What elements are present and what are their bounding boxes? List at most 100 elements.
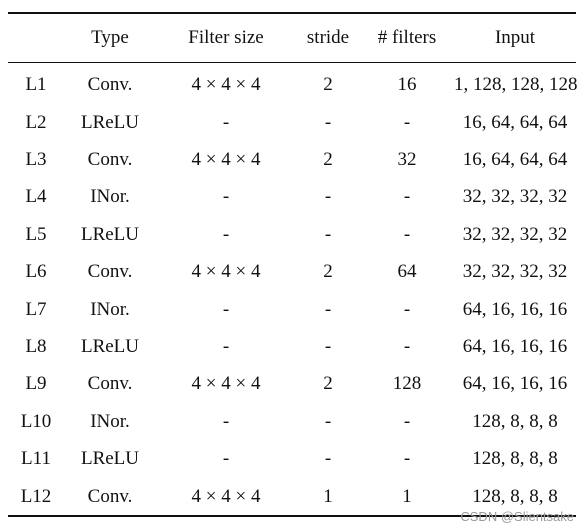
cell-filter-size: 4 × 4 × 4 [191,74,261,96]
table-row: L10 INor. - - - 128, 8, 8, 8 [8,403,576,440]
cell-stride: - [324,410,332,432]
cell-filter-size: 4 × 4 × 4 [191,485,261,507]
cell-num-filters: - [403,186,411,208]
watermark: CSDN @Slientsake [460,509,574,524]
layer-table: Type Filter size stride # filters Input … [8,12,578,517]
cell-filter-size: - [222,410,230,432]
cell-stride: - [324,336,332,358]
cell-stride: - [324,186,332,208]
cell-num-filters: - [403,223,411,245]
cell-type: Conv. [87,485,133,507]
cell-layer: L5 [25,223,47,245]
table-row: L12 Conv. 4 × 4 × 4 1 1 128, 8, 8, 8 [8,478,576,515]
cell-filter-size: - [222,298,230,320]
cell-type: Conv. [87,373,133,395]
cell-input: 64, 16, 16, 16 [462,336,568,358]
table-bottom-rule [8,515,576,517]
table-row: L9 Conv. 4 × 4 × 4 2 128 64, 16, 16, 16 [8,366,576,403]
cell-input: 64, 16, 16, 16 [462,298,568,320]
cell-stride: - [324,448,332,470]
cell-type: LReLU [80,448,140,470]
layer-table-body: L1 Conv. 4 × 4 × 4 2 16 1, 128, 128, 128 L2 LRe… [8,63,578,516]
cell-num-filters: 128 [392,373,422,395]
cell-layer: L8 [25,336,47,358]
table-row: L7 INor. - - - 64, 16, 16, 16 [8,291,576,328]
cell-filter-size: - [222,336,230,358]
header-input: Input [494,26,536,48]
cell-input: 1, 128, 128, 128 [454,74,578,96]
cell-num-filters: - [403,336,411,358]
cell-layer: L6 [25,261,47,283]
cell-num-filters: 64 [397,261,417,283]
cell-stride: 2 [323,261,333,283]
cell-layer: L4 [25,186,47,208]
header-stride: stride [306,26,350,48]
header-type: Type [91,26,129,48]
cell-input: 32, 32, 32, 32 [462,261,568,283]
header-filter-size: Filter size [188,26,264,48]
table-row: L5 LReLU - - - 32, 32, 32, 32 [8,216,576,253]
table-top-rule [8,12,576,14]
cell-type: LReLU [80,223,140,245]
cell-layer: L7 [25,298,47,320]
cell-filter-size: - [222,448,230,470]
table-row: L3 Conv. 4 × 4 × 4 2 32 16, 64, 64, 64 [8,141,576,178]
cell-stride: 2 [323,149,333,171]
cell-input: 16, 64, 64, 64 [462,149,568,171]
cell-type: INor. [90,186,130,208]
cell-filter-size: - [222,111,230,133]
cell-input: 128, 8, 8, 8 [472,410,558,432]
table-row: L11 LReLU - - - 128, 8, 8, 8 [8,441,576,478]
cell-num-filters: 32 [397,149,417,171]
cell-filter-size: - [222,186,230,208]
cell-input: 64, 16, 16, 16 [462,373,568,395]
cell-input: 32, 32, 32, 32 [462,223,568,245]
cell-stride: - [324,298,332,320]
cell-type: Conv. [87,149,133,171]
table-row: L2 LReLU - - - 16, 64, 64, 64 [8,104,576,141]
cell-filter-size: 4 × 4 × 4 [191,261,261,283]
cell-type: Conv. [87,261,133,283]
cell-type: LReLU [80,336,140,358]
cell-filter-size: 4 × 4 × 4 [191,149,261,171]
cell-type: Conv. [87,74,133,96]
table-row: L6 Conv. 4 × 4 × 4 2 64 32, 32, 32, 32 [8,254,576,291]
cell-type: INor. [90,298,130,320]
table-header: Type Filter size stride # filters Input [8,14,576,62]
cell-layer: L2 [25,111,47,133]
layer-table-grid: Type Filter size stride # filters Input [8,14,576,62]
cell-stride: 2 [323,373,333,395]
cell-filter-size: - [222,223,230,245]
cell-num-filters: - [403,448,411,470]
header-layer [8,14,64,62]
cell-num-filters: - [403,298,411,320]
table-header-rule [8,61,576,63]
cell-stride: 1 [323,485,333,507]
cell-type: INor. [90,410,130,432]
table-row: L8 LReLU - - - 64, 16, 16, 16 [8,328,576,365]
table-body: L1 Conv. 4 × 4 × 4 2 16 1, 128, 128, 128 L2 LRe… [8,63,578,516]
cell-layer: L3 [25,149,47,171]
cell-num-filters: 1 [402,485,412,507]
cell-layer: L9 [25,373,47,395]
cell-input: 128, 8, 8, 8 [472,448,558,470]
cell-stride: - [324,223,332,245]
header-num-filters: # filters [377,26,437,48]
cell-layer: L12 [20,485,52,507]
cell-input: 128, 8, 8, 8 [472,485,558,507]
table-row: L1 Conv. 4 × 4 × 4 2 16 1, 128, 128, 128 [8,63,578,104]
cell-layer: L10 [20,410,52,432]
table-row: L4 INor. - - - 32, 32, 32, 32 [8,179,576,216]
cell-input: 32, 32, 32, 32 [462,186,568,208]
cell-num-filters: - [403,410,411,432]
cell-input: 16, 64, 64, 64 [462,111,568,133]
cell-stride: - [324,111,332,133]
cell-type: LReLU [80,111,140,133]
cell-filter-size: 4 × 4 × 4 [191,373,261,395]
cell-layer: L1 [25,74,47,96]
cell-num-filters: 16 [397,74,417,96]
cell-stride: 2 [323,74,333,96]
header-row: Type Filter size stride # filters Input [8,14,576,62]
cell-num-filters: - [403,111,411,133]
cell-layer: L11 [21,448,51,470]
